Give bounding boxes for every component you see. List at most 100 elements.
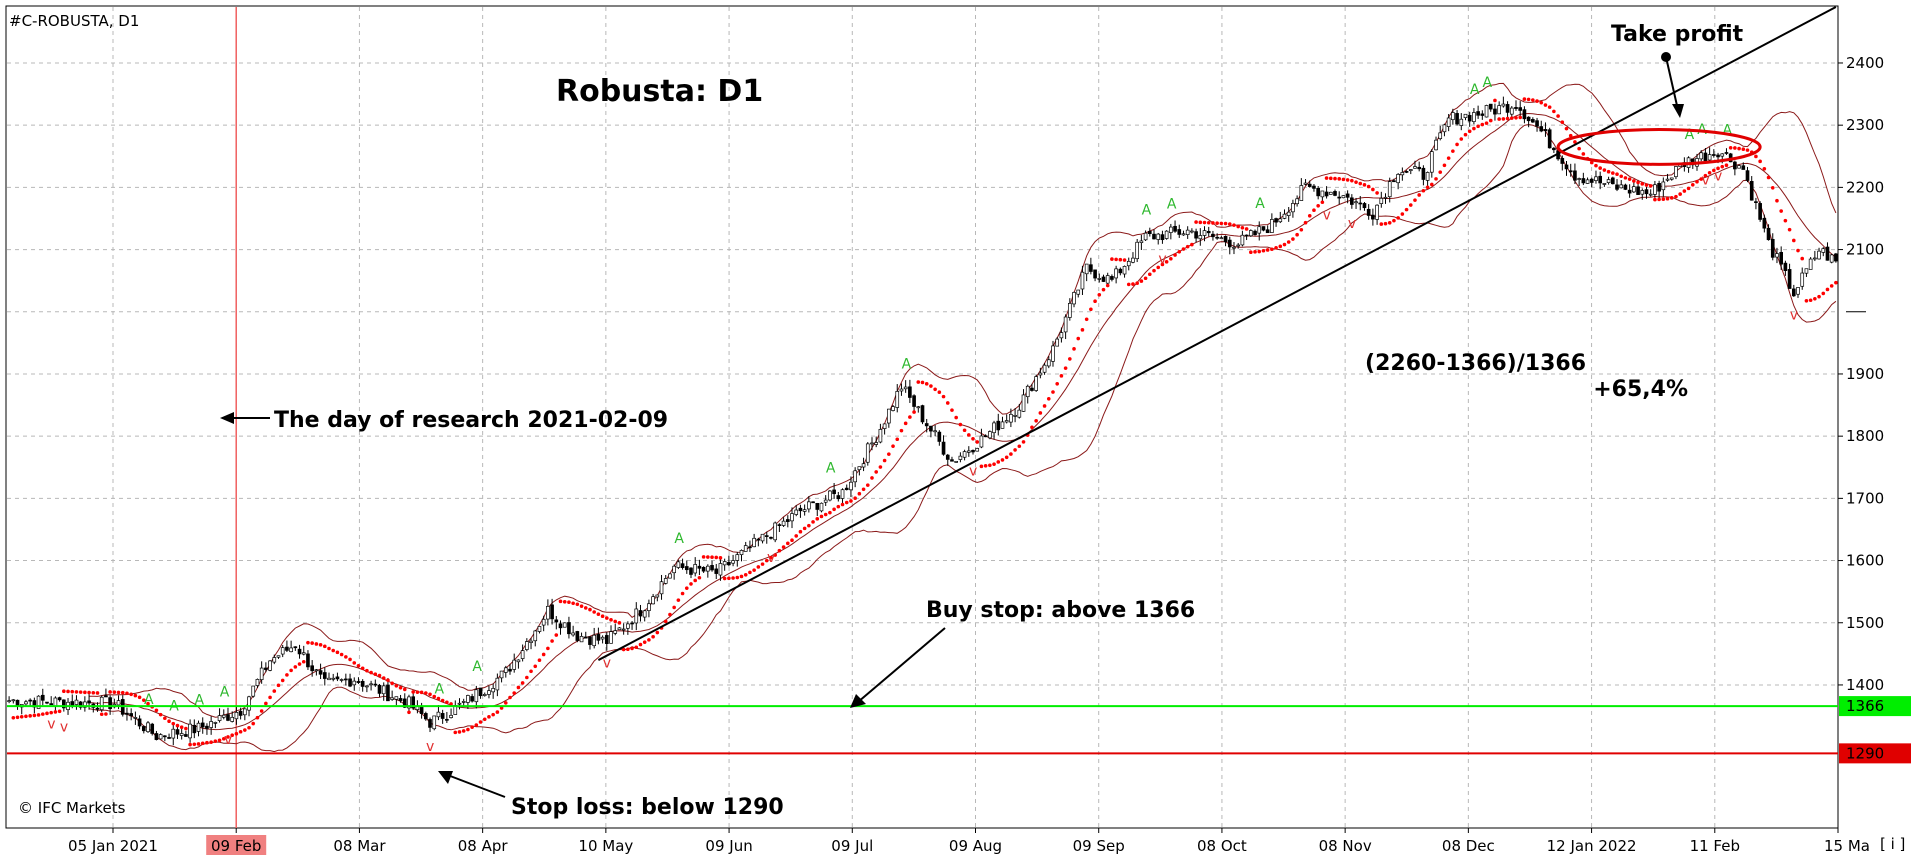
sar-dot [394,683,399,688]
sar-dot [87,690,91,695]
sar-dot [390,681,394,686]
candle-body [1097,278,1102,280]
sar-dot [836,504,841,509]
candle-body [466,695,470,703]
scrollbar-marker[interactable]: [ i ] [1880,835,1905,853]
candle-body [1509,107,1514,115]
candle-body [1459,118,1464,126]
sar-dot [1733,146,1737,150]
sar-dot [83,690,87,695]
sar-dot [24,714,28,719]
candle-body [1648,193,1653,196]
sar-dot [992,462,996,466]
sar-dot [1703,173,1708,178]
scrollbar-marker-box[interactable] [1876,836,1906,852]
candle-body [45,701,49,704]
sar-dot [1728,145,1733,150]
sar-dot [663,619,668,624]
sar-dot [546,646,550,651]
sar-dot [1632,179,1636,183]
candle-body [520,650,525,659]
sar-dot [853,496,857,501]
candle-body [924,423,929,427]
sar-dot [293,665,298,669]
sar-dot [146,701,150,706]
sar-dot [415,690,420,694]
y-tick-label: 1500 [1846,614,1884,632]
sar-dot [777,548,782,553]
sar-dot [167,719,171,724]
sar-dot [823,512,828,517]
sar-dot [57,709,62,714]
fractal-up-marker: A [1167,196,1177,212]
sar-dot [1261,248,1266,253]
candle-body [411,696,416,709]
sar-dot [125,691,129,696]
candle-body [908,386,912,398]
candle-body [1177,229,1182,235]
sar-dot [651,634,655,639]
candle-body [322,672,327,679]
candle-body [1724,152,1729,154]
y-tick-label: 2200 [1846,178,1884,196]
candle-body [1720,153,1725,157]
sar-dot [1425,185,1430,190]
sar-dot [348,657,352,662]
candle-body [828,490,832,501]
sar-dot [1421,188,1426,193]
sar-dot [1686,186,1691,191]
sar-dot [781,545,786,549]
candle-body [1472,112,1476,122]
candle-body [268,660,272,671]
sar-dot [1455,142,1459,147]
candle-body [731,560,735,564]
candle-body [600,636,605,640]
sar-dot [457,730,462,734]
candle-body [903,386,908,390]
sar-dot [474,723,479,727]
candle-body [1442,124,1447,133]
sar-dot [310,641,314,645]
sar-dot [226,735,230,739]
sar-dot [1375,191,1379,195]
sar-dot [1307,213,1312,218]
sar-dot [1371,187,1375,192]
candle-body [344,678,348,681]
sar-dot [1531,98,1535,102]
sar-dot [1623,176,1628,180]
sar-dot [924,382,929,386]
sar-dot [1754,154,1758,159]
candle-body [1194,231,1198,239]
candle-body [642,610,647,618]
candle-body [840,489,845,499]
candle-body [1354,201,1358,204]
candle-body [748,546,752,549]
sar-dot [318,643,323,647]
candle-body [912,395,916,407]
candle-body [1703,152,1708,161]
candle-body [1240,234,1245,246]
sar-dot [1042,404,1047,408]
candle-body [1059,332,1064,339]
fractal-up-marker: A [434,682,444,698]
candle-body [196,722,201,732]
sar-dot [1227,222,1232,226]
candle-body [1564,164,1569,170]
sar-dot [811,520,815,524]
candle-body [398,698,403,701]
candle-body [423,713,428,720]
candle-body [1248,230,1253,237]
sar-dot [626,647,630,652]
candle-body [718,563,723,576]
candle-body [163,735,167,738]
sar-dot [748,570,752,575]
candle-body [1623,184,1628,190]
sar-dot [1135,281,1139,286]
candle-body [983,435,988,438]
sar-dot [1741,147,1746,152]
candle-body [794,509,799,515]
sar-dot [66,689,70,694]
candle-body [482,694,487,696]
sar-dot [1430,182,1434,187]
sar-dot [1046,397,1051,401]
